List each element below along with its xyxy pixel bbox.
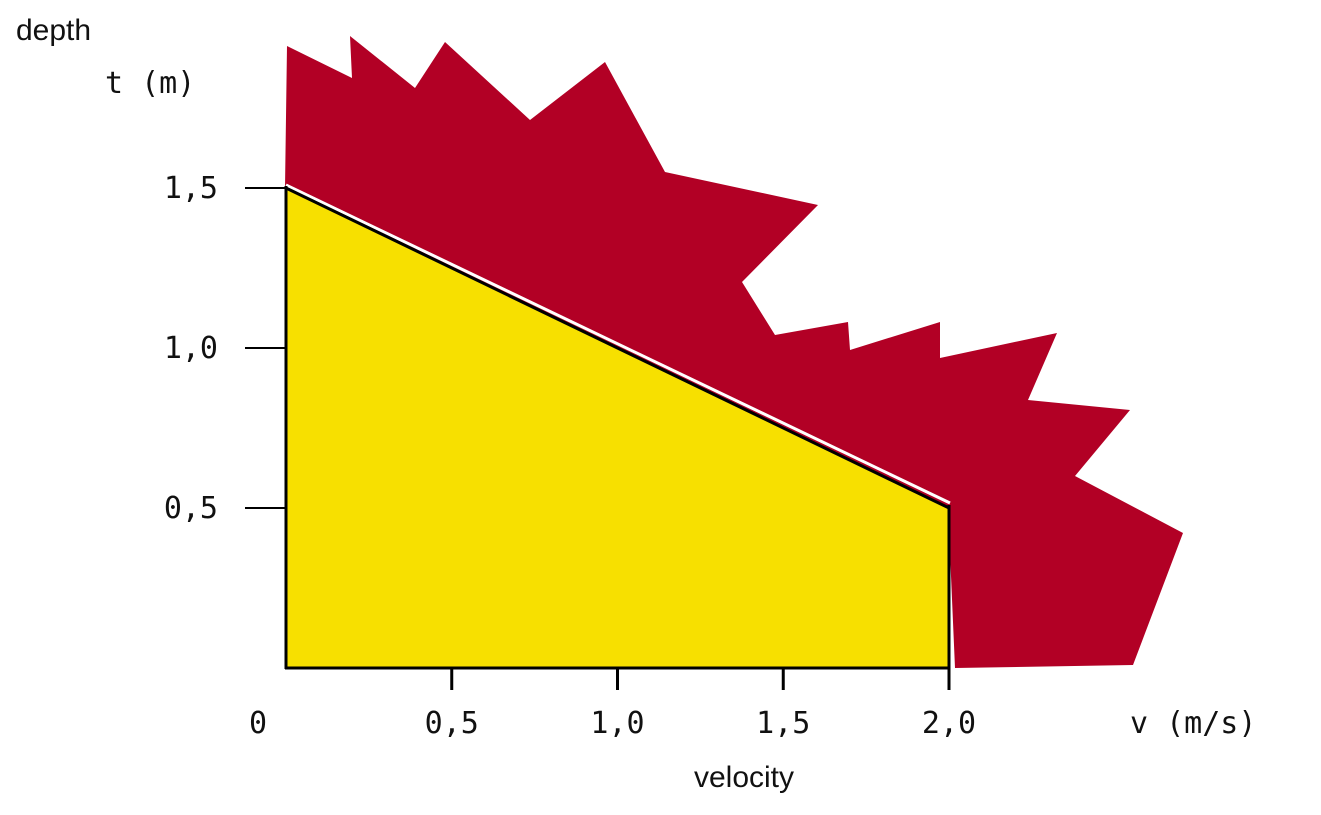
- boundary-highlight-line: [285, 183, 951, 505]
- y-tick-label: 1,5: [164, 171, 218, 206]
- boundary-line: [285, 186, 950, 510]
- red-jagged-region: [285, 36, 1183, 668]
- x-tick-label: 0: [249, 706, 267, 741]
- x-tick-label: 2,0: [922, 706, 976, 741]
- y-axis-unit-label: t (m): [105, 66, 195, 101]
- x-axis-unit-label: v (m/s): [1130, 706, 1256, 741]
- x-tick-label: 1,5: [756, 706, 810, 741]
- y-tick-label: 0,5: [164, 491, 218, 526]
- y-tick-label: 1,0: [164, 331, 218, 366]
- y-axis-name: depth: [16, 14, 91, 47]
- x-tick-label: 1,0: [590, 706, 644, 741]
- yellow-region: [286, 188, 949, 668]
- x-axis-name: velocity: [694, 761, 794, 794]
- x-tick-label: 0,5: [425, 706, 479, 741]
